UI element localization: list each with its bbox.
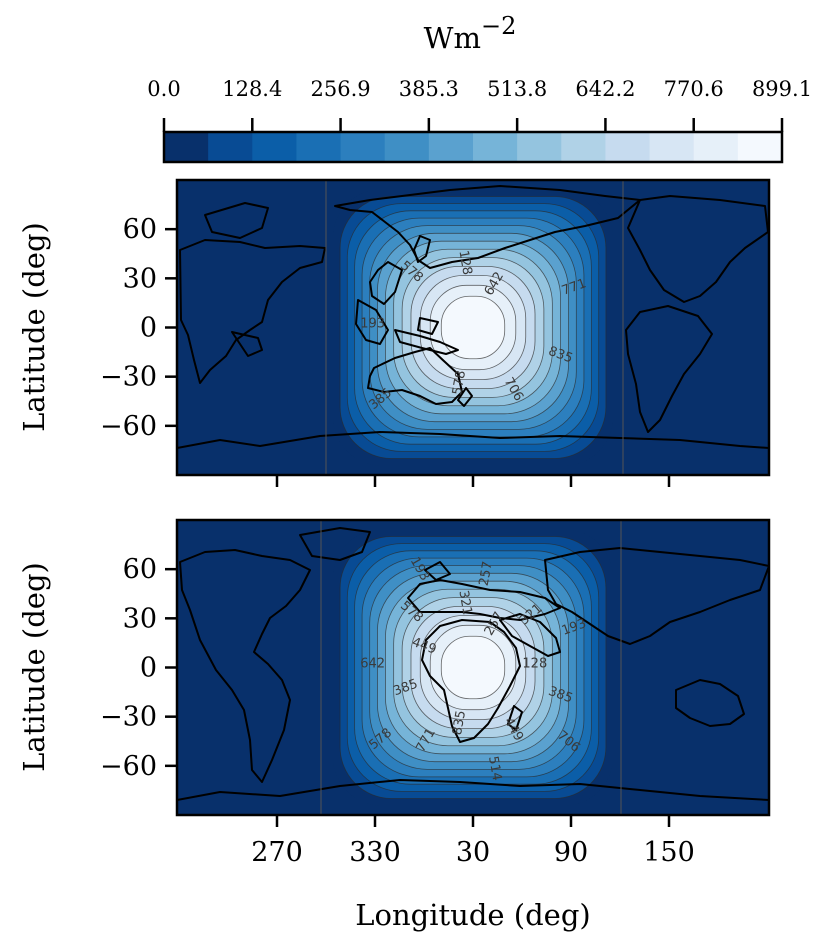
contour-label: 578 xyxy=(450,369,469,396)
coastlines-bottom xyxy=(177,527,769,801)
x-ticks-bottom: 270 330 30 90 150 xyxy=(251,815,695,868)
colorbar-swatch xyxy=(428,132,474,162)
y-ticks-top: 60 30 0 −30 −60 xyxy=(100,214,177,442)
colorbar-tick-label: 770.6 xyxy=(664,77,724,101)
y-tick-label: −60 xyxy=(100,751,157,782)
y-tick-label: 60 xyxy=(123,554,157,585)
colorbar-swatch xyxy=(208,132,253,162)
x-ticks-top xyxy=(275,475,671,487)
y-tick-label: −30 xyxy=(100,702,157,733)
colorbar-swatch xyxy=(737,132,783,162)
y-axis-label-bottom: Latitude (deg) xyxy=(17,562,51,772)
contour-fills-top xyxy=(333,189,613,466)
colorbar-swatch xyxy=(164,132,209,162)
y-ticks-bottom: 60 30 0 −30 −60 xyxy=(100,554,177,782)
contour-label: 128 xyxy=(455,249,474,276)
x-axis-label: Longitude (deg) xyxy=(355,898,590,932)
contour-label: 514 xyxy=(485,755,504,782)
colorbar-ticks xyxy=(162,118,784,132)
colorbar-swatch xyxy=(605,132,651,162)
contour-band xyxy=(440,635,506,700)
colorbar-tick-label: 513.8 xyxy=(487,77,547,101)
colorbar-tick-label: 256.9 xyxy=(311,77,371,101)
contour-band xyxy=(440,295,506,360)
colorbar: Wm−2 0.0 128.4 256.9 385.3 513.8 642.2 770.6 89… xyxy=(147,12,812,164)
colorbar-tick-label: 385.3 xyxy=(399,77,459,101)
y-tick-label: 30 xyxy=(123,603,157,634)
y-tick-label: 30 xyxy=(123,263,157,294)
contour-label: 257 xyxy=(477,560,496,587)
x-tick-label: 90 xyxy=(554,837,588,868)
contour-label: 193 xyxy=(360,317,385,332)
colorbar-swatch xyxy=(473,132,518,162)
contour-label: 128 xyxy=(522,657,547,672)
contour-label: 321 xyxy=(455,589,474,616)
map-field-bottom: 257 321 1931283857064495148357715783856424… xyxy=(177,520,769,815)
colorbar-frame xyxy=(162,130,784,164)
colorbar-swatch xyxy=(340,132,386,162)
colorbar-tick-label: 642.2 xyxy=(575,77,635,101)
x-tick-label: 150 xyxy=(643,837,695,868)
colorbar-swatch xyxy=(693,132,739,162)
colorbar-swatch xyxy=(384,132,430,162)
colorbar-swatch xyxy=(561,132,607,162)
colorbar-swatch xyxy=(649,132,695,162)
x-tick-label: 330 xyxy=(349,837,401,868)
y-tick-label: −30 xyxy=(100,362,157,393)
coastlines-top xyxy=(177,185,769,449)
colorbar-tick-label: 128.4 xyxy=(222,77,282,101)
colorbar-swatch xyxy=(517,132,562,162)
colorbar-title: Wm−2 xyxy=(424,12,517,55)
colorbar-tick-labels: 0.0 128.4 256.9 385.3 513.8 642.2 770.6 899.1 xyxy=(147,77,812,101)
contour-label: 835 xyxy=(450,709,469,736)
y-tick-label: 0 xyxy=(140,653,157,684)
y-tick-label: 0 xyxy=(140,313,157,344)
colorbar-swatches xyxy=(164,132,783,162)
contour-label: 642 xyxy=(360,657,385,672)
y-tick-label: −60 xyxy=(100,411,157,442)
colorbar-tick-label: 899.1 xyxy=(752,77,812,101)
y-tick-label: 60 xyxy=(123,214,157,245)
map-panel-bottom: 257 321 1931283857064495148357715783856424… xyxy=(17,518,771,932)
colorbar-swatch xyxy=(252,132,298,162)
colorbar-swatch xyxy=(296,132,342,162)
x-tick-label: 270 xyxy=(251,837,303,868)
colorbar-tick-label: 0.0 xyxy=(147,77,180,101)
y-axis-label-top: Latitude (deg) xyxy=(17,222,51,432)
x-tick-label: 30 xyxy=(456,837,490,868)
